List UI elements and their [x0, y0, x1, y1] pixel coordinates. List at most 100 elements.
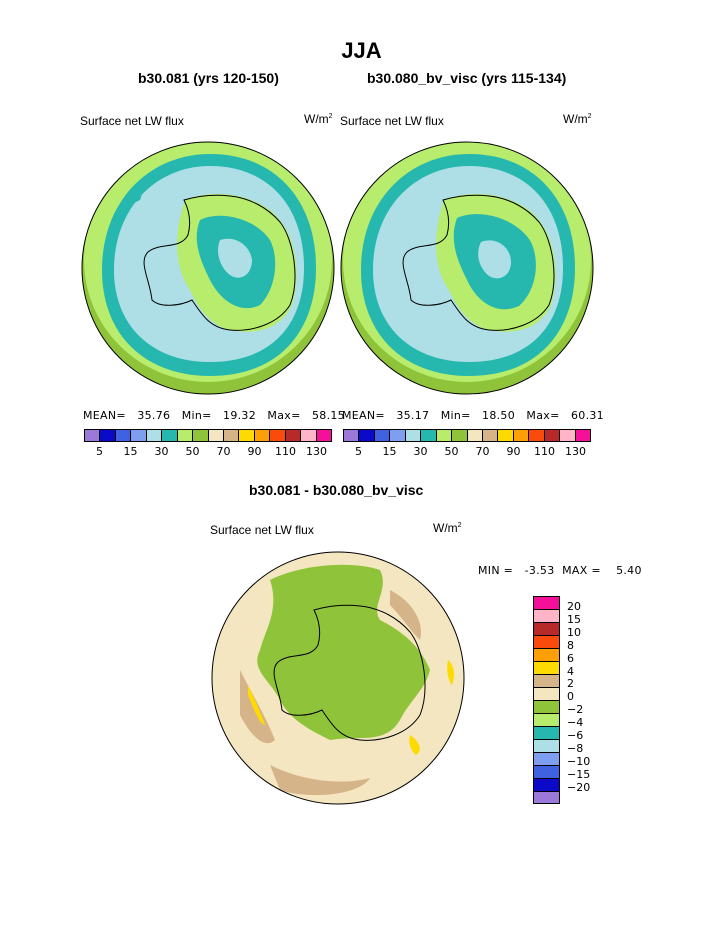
- colorbar-swatch: [533, 596, 560, 609]
- colorbar-tick-label: 2: [567, 677, 574, 691]
- colorbar-tick-label: 70: [216, 445, 231, 458]
- colorbar-swatch: [529, 430, 545, 441]
- colorbar-tick-label: 10: [567, 625, 581, 639]
- colorbar-tick-label: −15: [567, 767, 591, 781]
- colorbar-tick-label: 4: [567, 664, 574, 678]
- colorbar-swatch: [239, 430, 255, 441]
- colorbar-swatch: [560, 430, 576, 441]
- colorbar-swatch: [390, 430, 406, 441]
- colorbar-tick-label: 130: [306, 445, 327, 458]
- antarctica-coastline: [273, 604, 426, 741]
- right-colorbar: [343, 429, 591, 442]
- colorbar-swatch: [374, 430, 391, 441]
- diff-colorbar: [533, 596, 560, 804]
- colorbar-swatch: [162, 430, 178, 441]
- diff-polar-map: [211, 551, 465, 805]
- colorbar-tick-label: 15: [382, 445, 397, 458]
- colorbar-swatch: [146, 430, 163, 441]
- colorbar-tick-label: 50: [185, 445, 200, 458]
- colorbar-tick-label: 50: [444, 445, 459, 458]
- colorbar-tick-label: 130: [565, 445, 586, 458]
- colorbar-swatch: [208, 430, 224, 441]
- colorbar-swatch: [533, 687, 560, 700]
- colorbar-swatch: [513, 430, 530, 441]
- colorbar-swatch: [193, 430, 209, 441]
- colorbar-swatch: [421, 430, 437, 441]
- right-panel-heading: b30.080_bv_visc (yrs 115-134): [367, 70, 567, 86]
- colorbar-swatch: [533, 700, 560, 713]
- colorbar-tick-label: 90: [247, 445, 262, 458]
- colorbar-tick-label: −10: [567, 754, 591, 768]
- colorbar-swatch: [467, 430, 483, 441]
- colorbar-swatch: [533, 648, 560, 661]
- page-title: JJA: [341, 38, 382, 63]
- colorbar-swatch: [533, 635, 560, 648]
- right-variable-label: Surface net LW flux: [340, 114, 444, 128]
- diff-minmax: MIN = -3.53 MAX = 5.40: [478, 564, 642, 577]
- colorbar-swatch: [498, 430, 514, 441]
- colorbar-tick-label: −4: [567, 716, 584, 730]
- colorbar-swatch: [436, 430, 453, 441]
- colorbar-tick-label: 8: [567, 638, 574, 652]
- colorbar-tick-label: −20: [567, 780, 591, 794]
- colorbar-tick-label: 5: [96, 445, 103, 458]
- colorbar-tick-label: −2: [567, 703, 584, 717]
- right-colorbar-ticks: 5 15 30 50 70 90 110 130: [343, 445, 591, 459]
- colorbar-swatch: [316, 430, 331, 441]
- left-units-label: W/m2: [304, 112, 333, 126]
- colorbar-swatch: [270, 430, 286, 441]
- colorbar-tick-label: 0: [567, 690, 574, 704]
- colorbar-swatch: [544, 430, 561, 441]
- colorbar-swatch: [359, 430, 375, 441]
- left-colorbar-ticks: 5 15 30 50 70 90 110 130: [84, 445, 332, 459]
- colorbar-tick-label: 110: [534, 445, 555, 458]
- colorbar-tick-label: 90: [506, 445, 521, 458]
- left-variable-label: Surface net LW flux: [80, 114, 184, 128]
- diff-variable-label: Surface net LW flux: [210, 523, 314, 537]
- colorbar-swatch: [533, 713, 560, 726]
- colorbar-tick-label: 5: [355, 445, 362, 458]
- left-panel-heading: b30.081 (yrs 120-150): [138, 70, 279, 86]
- colorbar-swatch: [533, 778, 560, 791]
- left-colorbar: [84, 429, 332, 442]
- colorbar-swatch: [533, 726, 560, 739]
- colorbar-tick-label: 6: [567, 651, 574, 665]
- colorbar-swatch: [223, 430, 240, 441]
- right-stats: MEAN= 35.17 Min= 18.50 Max= 60.31: [342, 409, 604, 422]
- colorbar-swatch: [405, 430, 422, 441]
- colorbar-swatch: [533, 765, 560, 778]
- colorbar-swatch: [115, 430, 132, 441]
- colorbar-swatch: [533, 791, 560, 804]
- colorbar-swatch: [452, 430, 468, 441]
- diff-panel-heading: b30.081 - b30.080_bv_visc: [249, 482, 424, 498]
- colorbar-swatch: [482, 430, 499, 441]
- left-polar-map: [81, 141, 335, 395]
- colorbar-swatch: [533, 661, 560, 674]
- colorbar-tick-label: 70: [475, 445, 490, 458]
- left-stats: MEAN= 35.76 Min= 19.32 Max= 58.15: [83, 409, 345, 422]
- colorbar-swatch: [533, 609, 560, 622]
- colorbar-swatch: [533, 622, 560, 635]
- colorbar-swatch: [254, 430, 271, 441]
- right-polar-map: [340, 141, 594, 395]
- colorbar-tick-label: −6: [567, 729, 584, 742]
- colorbar-tick-label: 15: [123, 445, 138, 458]
- colorbar-tick-label: 20: [567, 600, 581, 613]
- colorbar-swatch: [533, 674, 560, 687]
- colorbar-swatch: [285, 430, 302, 441]
- colorbar-swatch: [575, 430, 590, 441]
- colorbar-swatch: [533, 752, 560, 765]
- colorbar-tick-label: 30: [413, 445, 428, 458]
- colorbar-tick-label: 15: [567, 612, 581, 626]
- colorbar-tick-label: 30: [154, 445, 169, 458]
- colorbar-swatch: [100, 430, 116, 441]
- colorbar-tick-label: −8: [567, 741, 584, 755]
- colorbar-tick-label: 110: [275, 445, 296, 458]
- antarctica-coastline: [402, 194, 555, 331]
- colorbar-swatch: [533, 739, 560, 752]
- colorbar-swatch: [131, 430, 147, 441]
- colorbar-swatch: [85, 430, 101, 441]
- colorbar-swatch: [344, 430, 360, 441]
- colorbar-swatch: [301, 430, 317, 441]
- diff-units-label: W/m2: [433, 521, 462, 535]
